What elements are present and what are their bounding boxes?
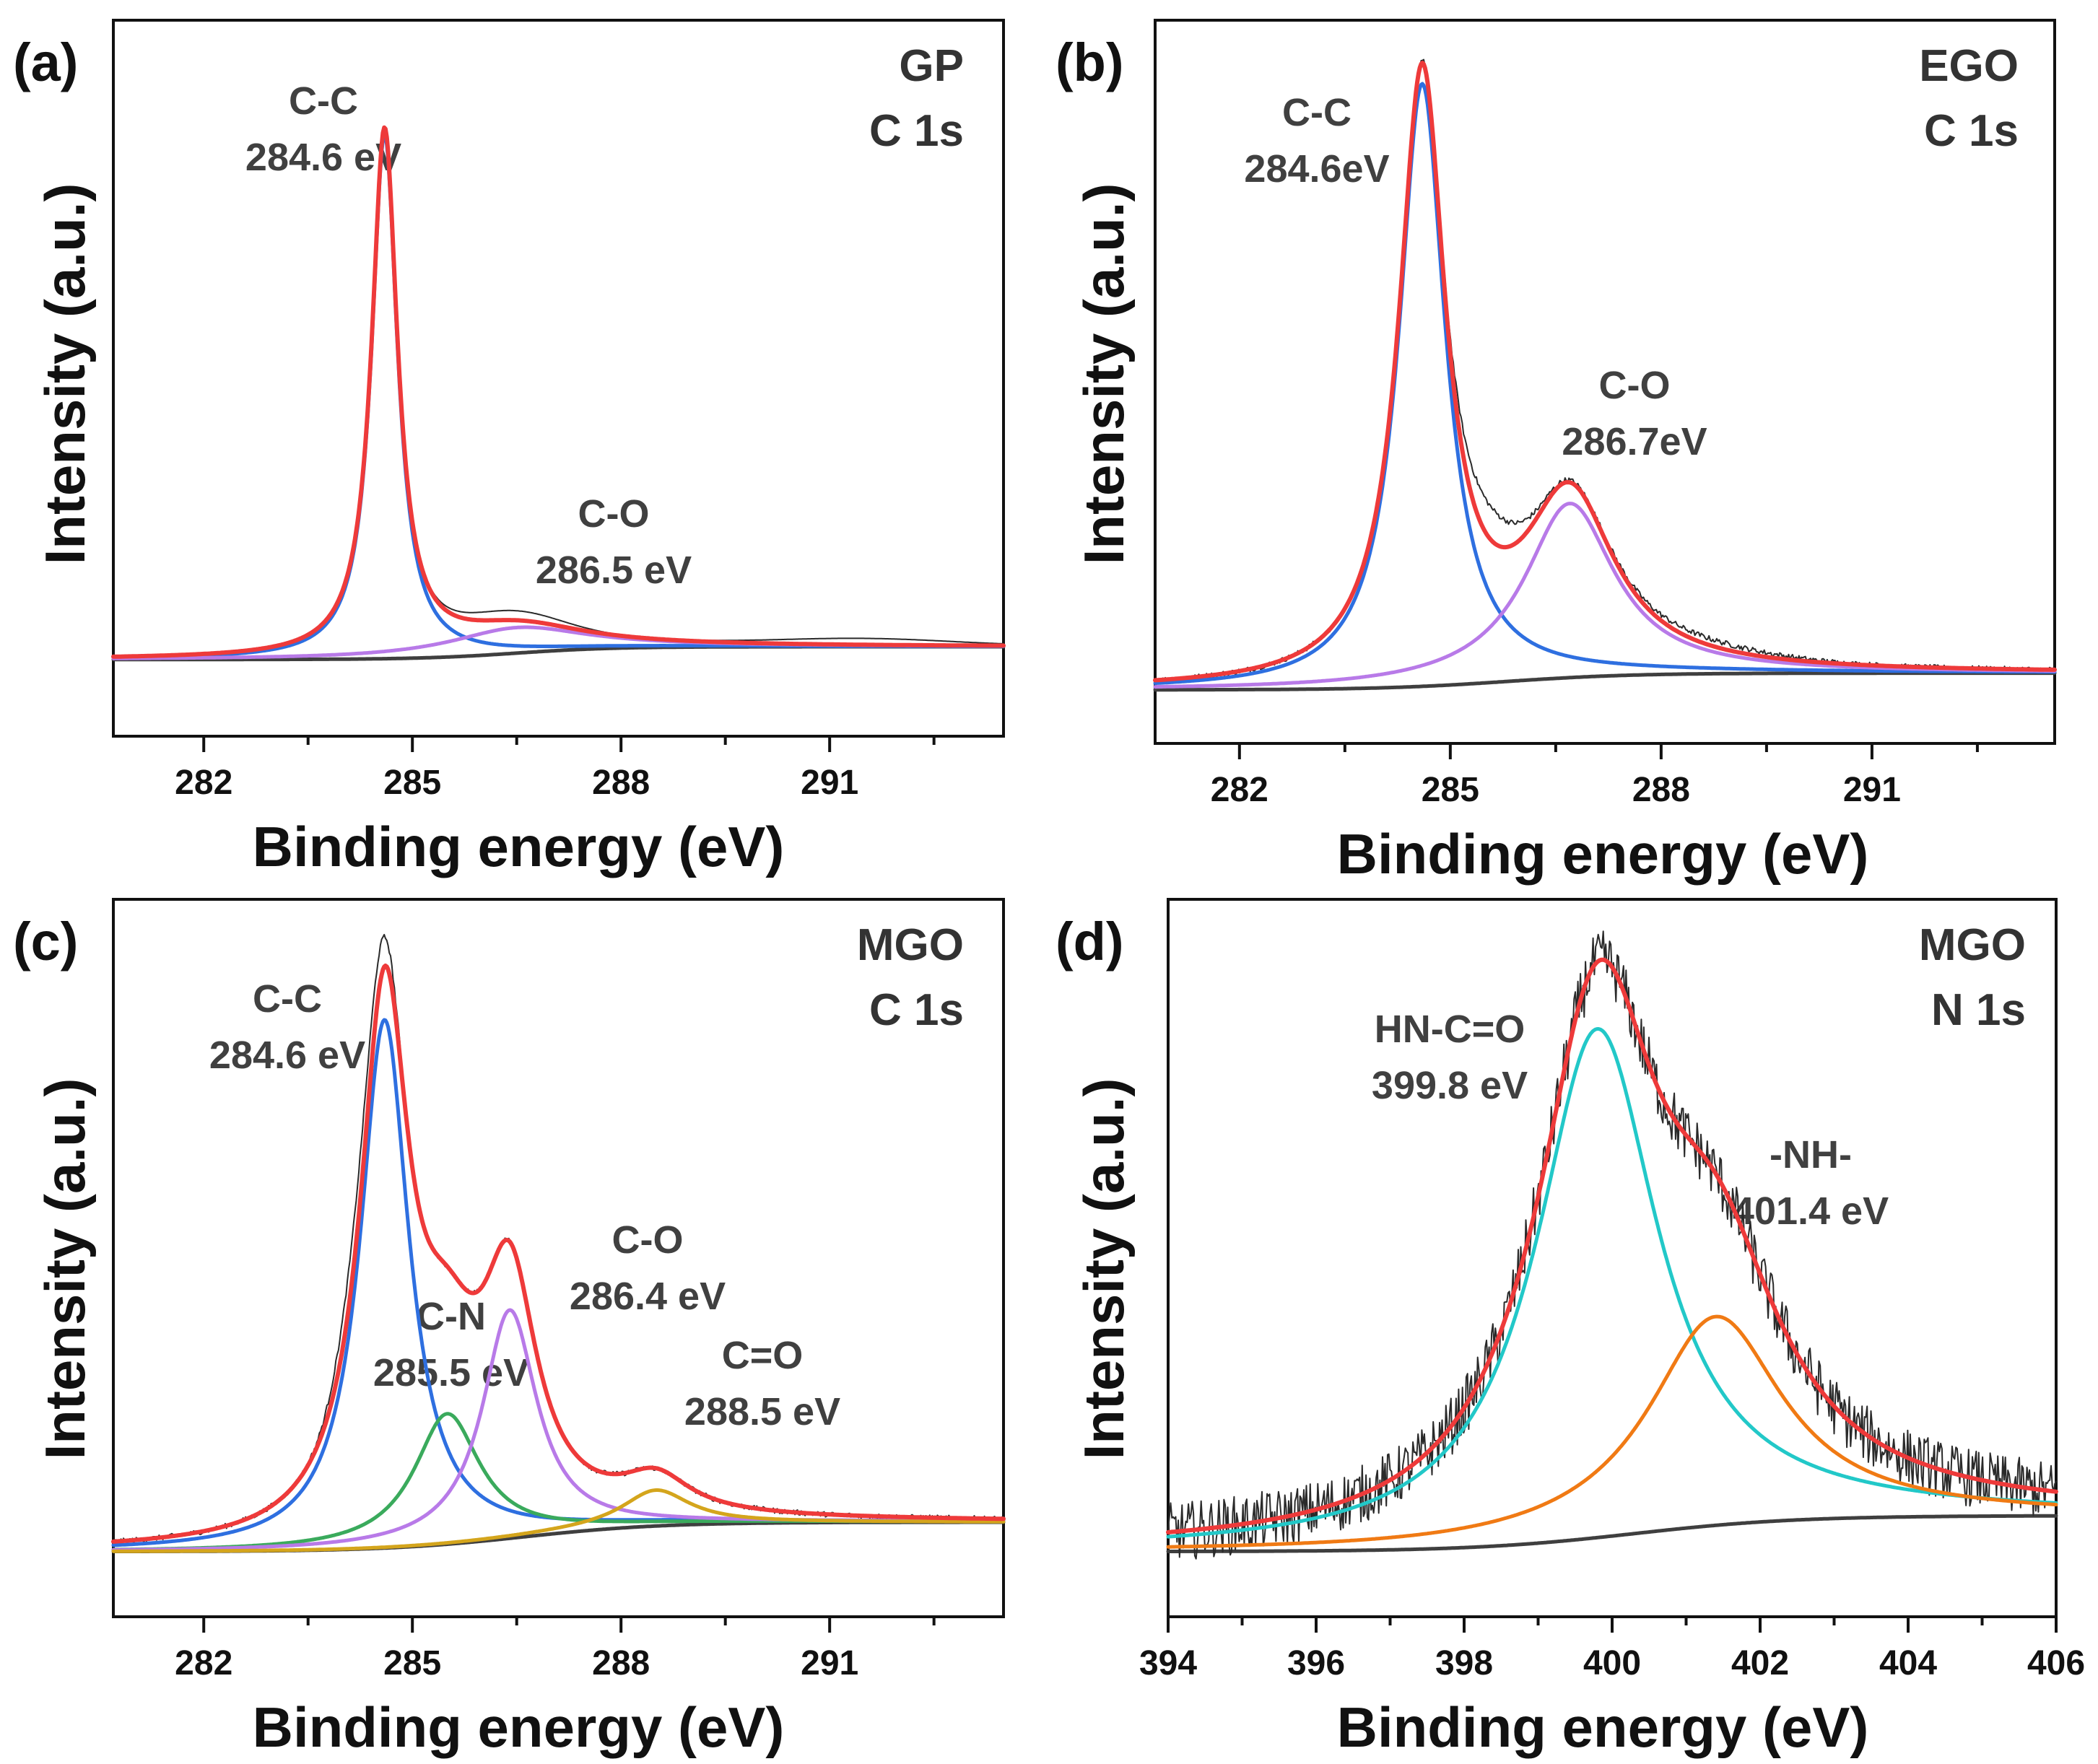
x-tick-label: 282 [175,1644,232,1682]
region-label: N 1s [1931,985,2026,1035]
peak-label-name: C-C [253,977,322,1021]
peak-label-value: 284.6 eV [245,136,401,179]
x-axis-title: Binding energy (eV) [253,1695,785,1759]
x-tick-label: 282 [1211,771,1268,809]
peak-label-value: 284.6eV [1244,147,1389,191]
fit-component-cc [111,1018,1006,1547]
peak-label-value: 285.5 eV [373,1351,529,1394]
peak-label-value: 284.6 eV [209,1034,365,1077]
x-axis-title: Binding energy (eV) [253,815,785,878]
x-axis-title: Binding energy (eV) [1337,1695,1869,1759]
peak-label-value: 288.5 eV [684,1390,840,1433]
peak-label-value: 286.7eV [1562,420,1707,463]
fit-component-hnco [1166,1027,2058,1539]
background-line [1153,671,2057,692]
x-tick-label: 288 [592,1644,650,1682]
sample-label: GP [899,41,964,91]
peak-label-name: C-O [612,1218,684,1262]
x-tick-label: 288 [592,764,650,802]
region-label: C 1s [869,985,964,1035]
x-tick-label: 406 [2027,1644,2085,1682]
panel-a: (a) GP C 1s C-C 284.6 eV C-O 286.5 eV In… [13,19,1006,878]
peak-label-value: 286.5 eV [536,549,692,592]
x-tick-label: 282 [175,764,232,802]
y-axis-title: Intensity (a.u.) [33,1078,97,1460]
plot-frame [1167,898,2058,1618]
sample-label: EGO [1919,41,2019,91]
x-tick-label: 285 [383,1644,441,1682]
peak-label-name: C-O [578,492,650,536]
x-tick-label: 291 [1843,771,1901,809]
fit-component-co [1153,502,2057,689]
x-tick-label: 396 [1287,1644,1345,1682]
panel-letter: (d) [1055,912,1124,971]
sample-label: MGO [1919,920,2026,970]
peak-label-name: C-C [1282,91,1351,134]
x-tick-label: 404 [1879,1644,1937,1682]
fit-component-co [111,1488,1006,1553]
plot-frame [1154,19,2056,745]
x-tick-label: 400 [1583,1644,1641,1682]
x-tick-label: 285 [383,764,441,802]
x-tick-label: 291 [801,764,858,802]
region-label: C 1s [1924,106,2019,156]
sample-label: MGO [857,920,964,970]
fit-envelope-line [111,125,1006,659]
x-tick-label: 402 [1731,1644,1789,1682]
peak-label-name: C-C [289,79,358,123]
fit-envelope-line [111,964,1006,1544]
plot-frame [112,898,1005,1618]
plot-frame [112,19,1005,738]
fit-envelope-line [1166,957,2058,1534]
y-axis-title: Intensity (a.u.) [33,183,97,565]
peak-label-name: HN-C=O [1375,1008,1525,1051]
peak-label-name: C-O [1599,364,1671,407]
x-tick-label: 285 [1422,771,1479,809]
peak-label-value: 286.4 eV [570,1275,726,1318]
y-axis-title: Intensity (a.u.) [1072,183,1136,565]
panel-d: (d) MGO N 1s HN-C=O 399.8 eV -NH- 401.4 … [1055,898,2085,1759]
raw-data-line [1167,930,2057,1560]
background-line [1166,1514,2058,1553]
y-axis-title: Intensity (a.u.) [1072,1078,1136,1460]
panel-c: (c) MGO C 1s C-C 284.6 eV C-N 285.5 eV C… [13,898,1006,1759]
fit-component-cc [1153,82,2057,685]
region-label: C 1s [869,106,964,156]
peak-label-name: C=O [722,1334,804,1377]
x-tick-label: 291 [801,1644,858,1682]
fit-envelope-line [1153,61,2057,683]
x-tick-label: 398 [1435,1644,1493,1682]
x-tick-label: 394 [1139,1644,1197,1682]
peak-label-value: 401.4 eV [1733,1189,1889,1233]
panel-letter: (a) [13,32,78,92]
peak-label-value: 399.8 eV [1372,1064,1528,1107]
panel-letter: (b) [1055,32,1124,92]
fit-component-nh [1166,1314,2058,1549]
peak-label-name: -NH- [1770,1133,1852,1176]
panel-b: (b) EGO C 1s C-C 284.6eV C-O 286.7eV Int… [1055,19,2057,886]
x-tick-label: 288 [1632,771,1690,809]
x-axis-title: Binding energy (eV) [1337,822,1869,886]
peak-label-name: C-N [417,1295,486,1338]
panel-letter: (c) [13,912,78,971]
